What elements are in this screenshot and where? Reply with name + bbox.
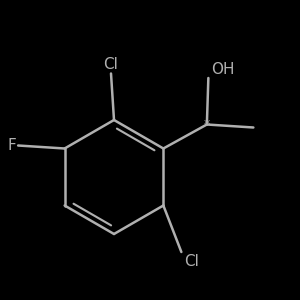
Text: Cl: Cl (184, 254, 199, 268)
Text: OH: OH (212, 61, 235, 76)
Text: *: * (204, 118, 210, 131)
Text: Cl: Cl (103, 57, 118, 72)
Text: F: F (8, 138, 16, 153)
